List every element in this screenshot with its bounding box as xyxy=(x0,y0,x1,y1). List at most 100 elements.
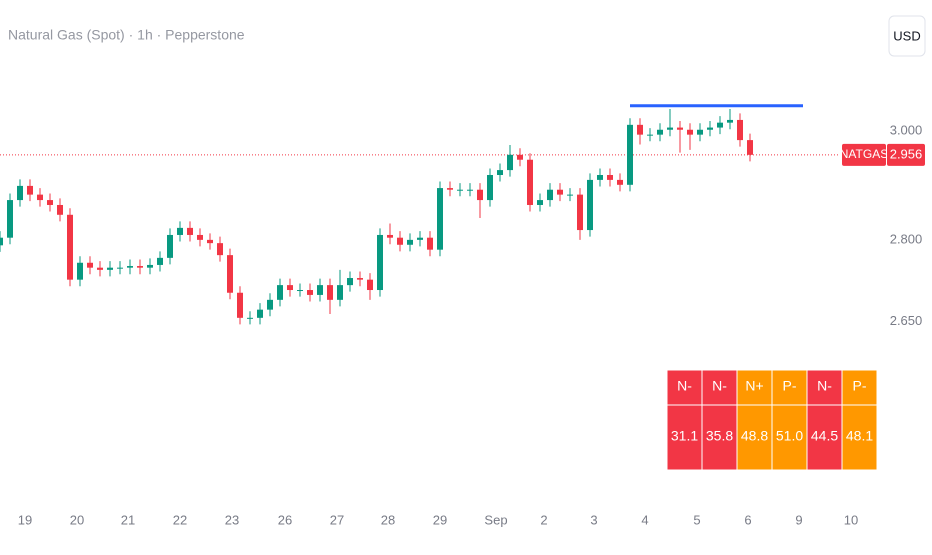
price-name-box xyxy=(842,143,886,166)
candle-body xyxy=(177,227,183,235)
candle-body xyxy=(267,299,273,310)
candle-body xyxy=(167,234,173,258)
candle-body xyxy=(37,194,43,201)
candle-body xyxy=(277,285,283,300)
candle-body xyxy=(257,309,263,318)
candle-body xyxy=(517,154,523,160)
table-header: N- xyxy=(712,378,727,394)
candle-body xyxy=(237,292,243,318)
candle-body xyxy=(87,262,93,268)
table-value-cell xyxy=(806,404,843,471)
candle-body xyxy=(247,317,253,319)
table-header: P- xyxy=(783,378,797,394)
x-tick-label: 4 xyxy=(641,512,648,527)
x-tick-label: 27 xyxy=(330,512,344,527)
candle-body xyxy=(677,127,683,130)
table-value: 48.1 xyxy=(846,428,873,444)
candle-body xyxy=(17,185,23,201)
table-header: N- xyxy=(677,378,692,394)
candle-body xyxy=(147,264,153,268)
x-tick-label: 22 xyxy=(173,512,187,527)
candle-body xyxy=(137,266,143,268)
candle-body xyxy=(7,200,13,238)
candle-body xyxy=(727,119,733,123)
candle-body xyxy=(97,267,103,270)
candle-body xyxy=(127,266,133,268)
candle-body xyxy=(737,119,743,141)
candle-body xyxy=(697,129,703,135)
candle-body xyxy=(457,189,463,191)
candle-body xyxy=(337,285,343,300)
candle-body xyxy=(307,290,313,295)
candle-body xyxy=(0,237,3,246)
candle-body xyxy=(57,204,63,215)
candle-body xyxy=(217,243,223,256)
candle-body xyxy=(187,227,193,235)
table-header-cell xyxy=(841,369,878,406)
table-value: 48.8 xyxy=(741,428,768,444)
table-value: 35.8 xyxy=(706,428,733,444)
table-header: N+ xyxy=(745,378,763,394)
candle-body xyxy=(687,129,693,135)
candle-body xyxy=(407,239,413,245)
candle-body xyxy=(297,290,303,292)
candle-body xyxy=(487,174,493,201)
x-tick-label: 19 xyxy=(18,512,32,527)
candle-body xyxy=(617,179,623,185)
currency-label[interactable]: USD xyxy=(893,28,920,43)
candle-body xyxy=(717,122,723,128)
candle-body xyxy=(397,237,403,245)
table-header-cell xyxy=(736,369,773,406)
candle-body xyxy=(537,200,543,205)
price-value-box xyxy=(887,143,925,166)
candle-body xyxy=(577,194,583,231)
candle-body xyxy=(587,179,593,231)
y-tick-label: 2.800 xyxy=(890,231,923,246)
candle-body xyxy=(377,234,383,291)
candle-body xyxy=(547,189,553,201)
candle-body xyxy=(27,185,33,195)
table-value: 51.0 xyxy=(776,428,803,444)
y-tick-label: 3.000 xyxy=(890,122,923,137)
candle-body xyxy=(117,267,123,269)
candle-body xyxy=(497,170,503,175)
candle-body xyxy=(317,285,323,295)
candle-body xyxy=(287,285,293,291)
x-tick-label: 26 xyxy=(278,512,292,527)
candle-body xyxy=(347,278,353,286)
candle-body xyxy=(627,124,633,185)
x-tick-label: 6 xyxy=(744,512,751,527)
table-value: 44.5 xyxy=(811,428,838,444)
candle-body xyxy=(477,189,483,201)
table-value-cell xyxy=(841,404,878,471)
candle-body xyxy=(157,257,163,265)
candle-body xyxy=(367,279,373,291)
candle-body xyxy=(67,214,73,280)
table-value: 31.1 xyxy=(671,428,698,444)
candle-body xyxy=(597,174,603,180)
candle-body xyxy=(77,262,83,280)
x-tick-label: 10 xyxy=(844,512,858,527)
candle-body xyxy=(527,159,533,205)
candle-body xyxy=(447,188,453,190)
candle-body xyxy=(197,234,203,240)
table-header-cell xyxy=(701,369,738,406)
candle-body xyxy=(417,237,423,240)
table-header-cell xyxy=(666,369,703,406)
candle-body xyxy=(207,239,213,244)
x-tick-label: 28 xyxy=(381,512,395,527)
candle-body xyxy=(427,237,433,250)
candle-body xyxy=(357,278,363,280)
price-value: 2.956 xyxy=(890,146,923,161)
x-tick-label: 21 xyxy=(121,512,135,527)
y-tick-label: 2.650 xyxy=(890,313,923,328)
currency-button[interactable] xyxy=(888,15,926,57)
candle-body xyxy=(107,267,113,270)
candle-body xyxy=(607,174,613,180)
x-tick-label: 23 xyxy=(225,512,239,527)
candle-body xyxy=(557,189,563,195)
candle-body xyxy=(567,194,573,196)
table-value-cell xyxy=(771,404,808,471)
candle-body xyxy=(707,127,713,130)
